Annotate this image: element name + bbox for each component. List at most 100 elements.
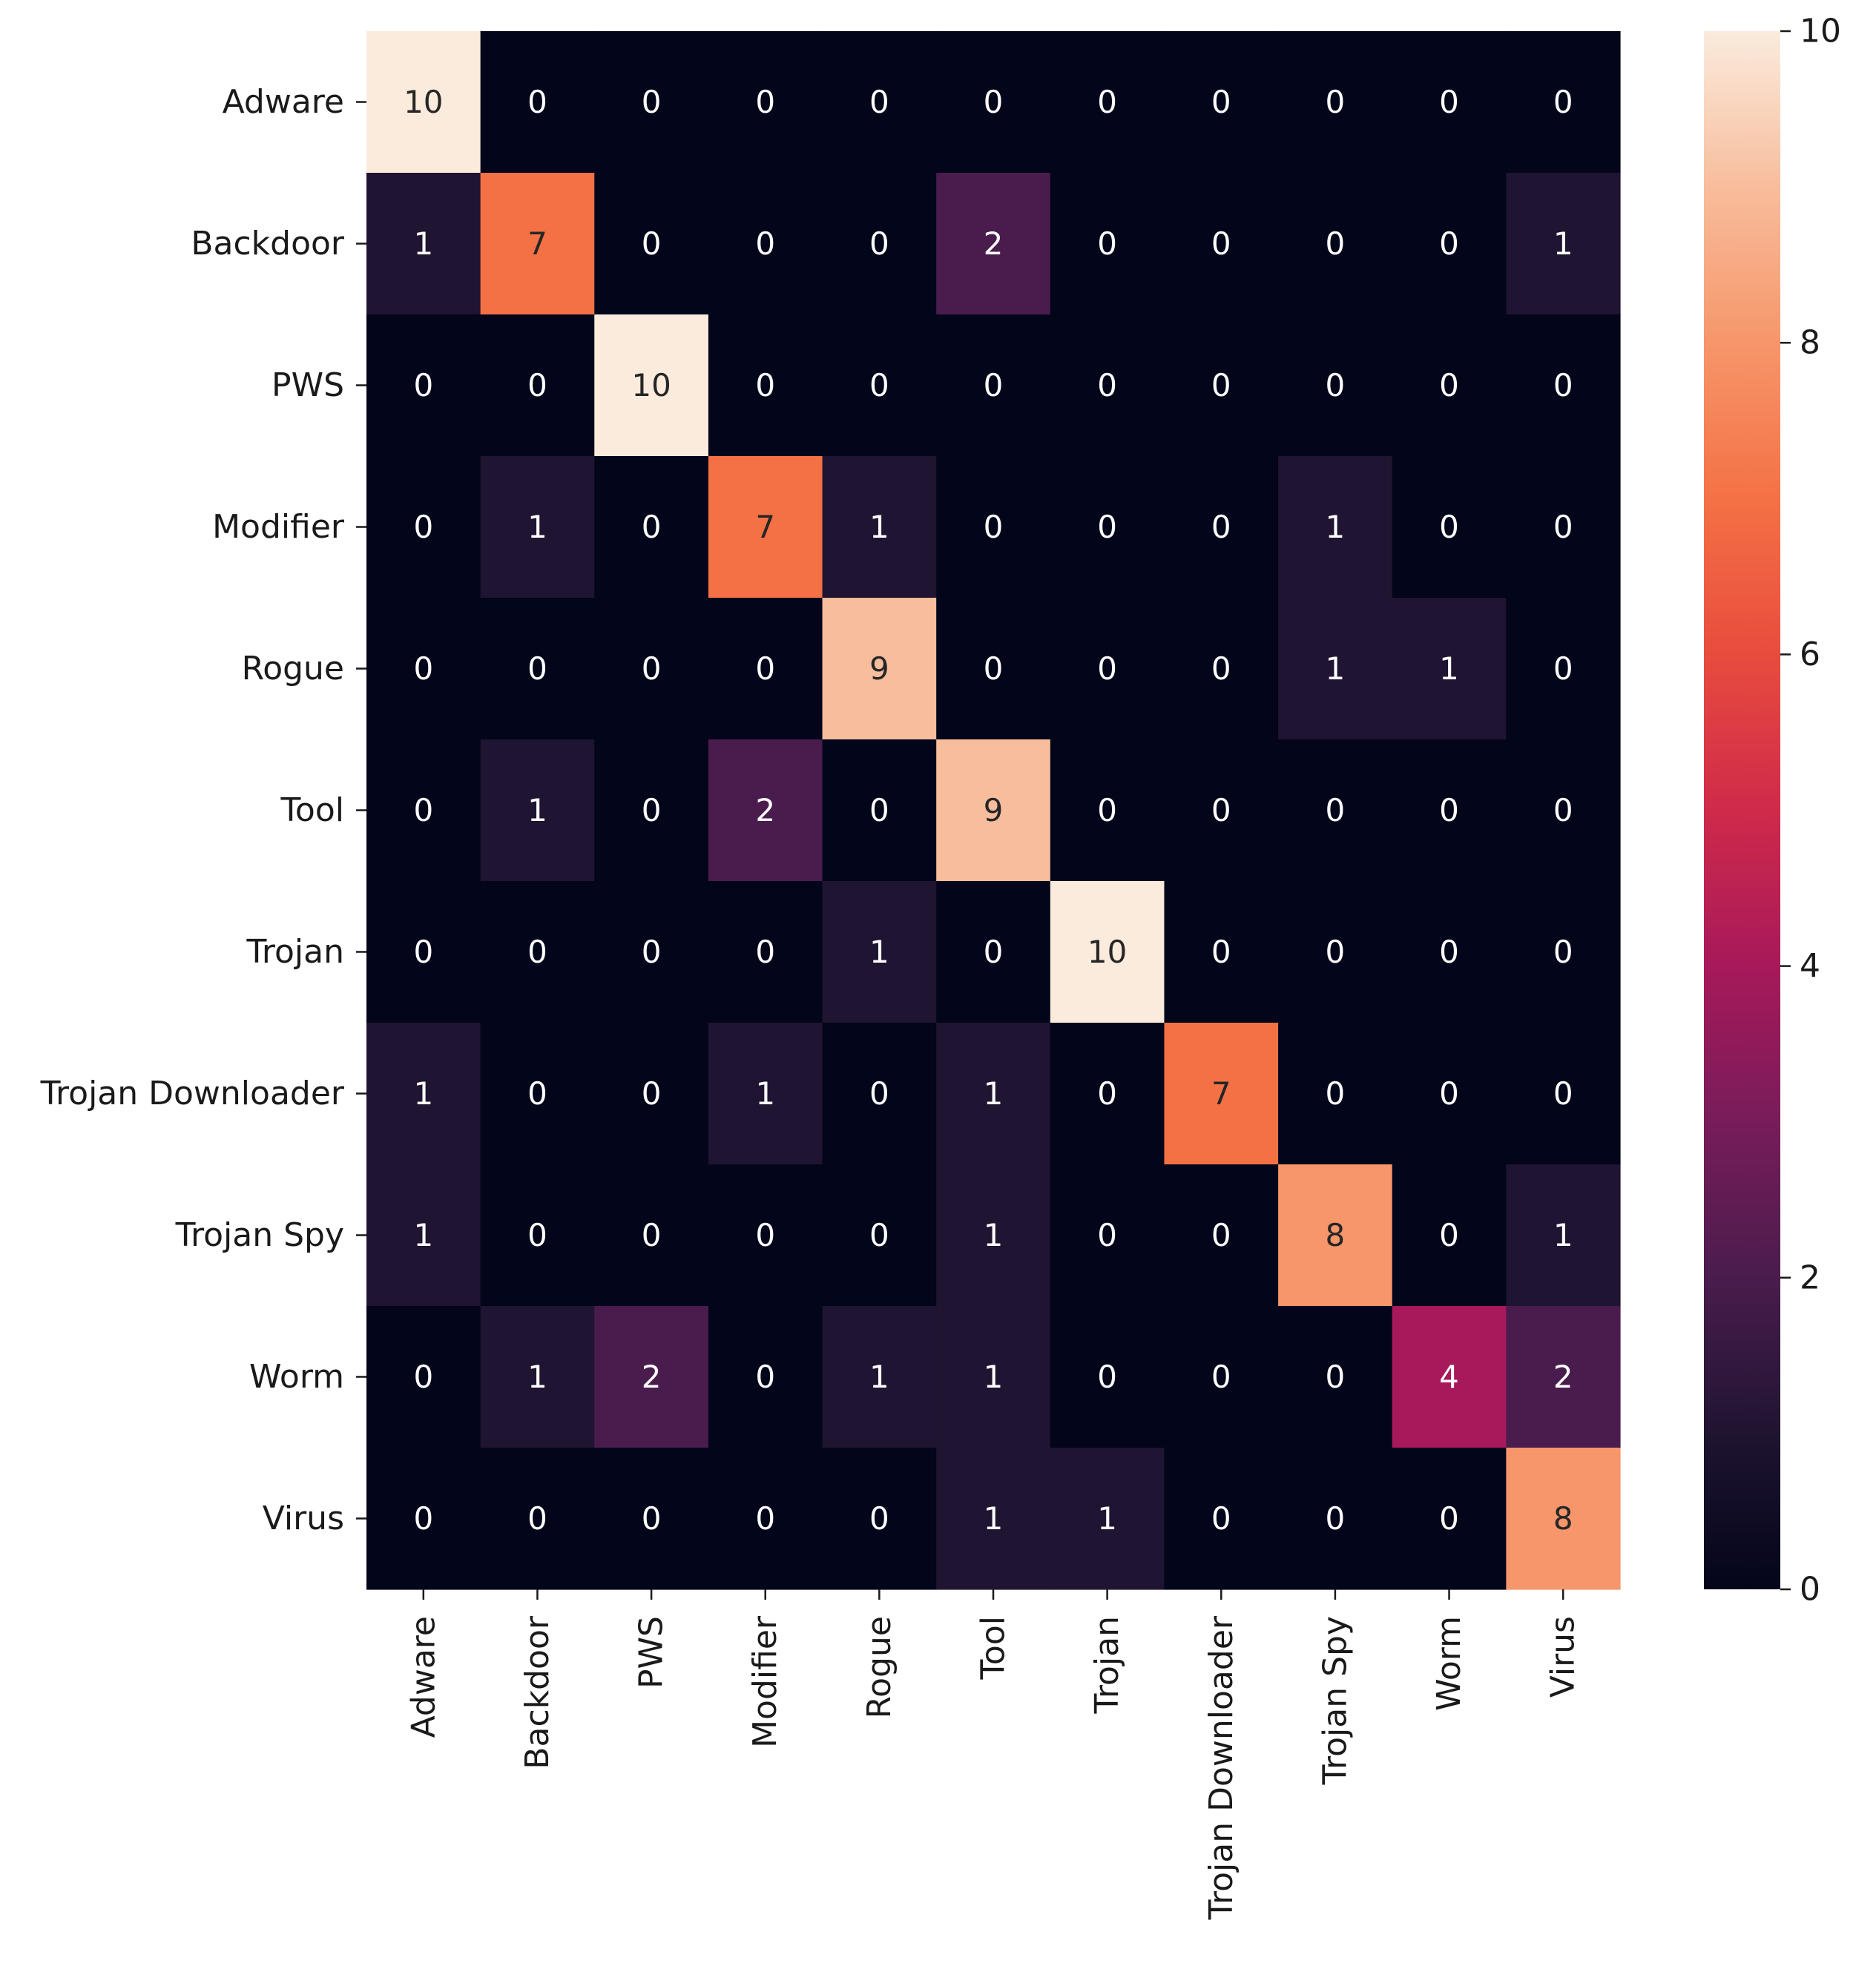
col-tick-label: Tool: [975, 1616, 1013, 1680]
cell-value-label: 1: [413, 225, 433, 262]
colorbar-tick-label: 2: [1800, 1259, 1820, 1296]
heatmap-cell: [1050, 739, 1165, 882]
cell-value-label: 0: [527, 650, 547, 687]
heatmap-cell: [1164, 173, 1279, 315]
heatmap-cell: [1050, 1164, 1165, 1307]
heatmap-cell: [594, 456, 709, 598]
cell-value-label: 0: [1439, 509, 1459, 545]
cell-value-label: 0: [755, 1359, 775, 1395]
cell-value-label: 1: [527, 509, 547, 545]
cell-value-label: 0: [1326, 1075, 1346, 1112]
heatmap-cell: [594, 739, 709, 882]
heatmap-cell: [366, 173, 481, 315]
cell-value-label: 0: [869, 367, 889, 403]
cell-value-label: 0: [1211, 84, 1231, 120]
cell-value-label: 0: [1211, 792, 1231, 828]
cell-value-label: 0: [642, 509, 662, 545]
row-tick-label: Rogue: [242, 650, 344, 687]
heatmap-cell: [1278, 173, 1393, 315]
row-tick-label: Trojan Downloader: [40, 1075, 345, 1112]
heatmap-cell: [1506, 1023, 1621, 1165]
cell-value-label: 0: [1553, 84, 1573, 120]
heatmap-cell: [822, 1306, 937, 1448]
heatmap-cell: [594, 1448, 709, 1590]
heatmap-cell: [708, 739, 823, 882]
heatmap-cell: [822, 598, 937, 740]
cell-value-label: 1: [527, 792, 547, 828]
cell-value-label: 0: [1097, 509, 1117, 545]
heatmap-cell: [1164, 1164, 1279, 1307]
heatmap-cell: [480, 1448, 595, 1590]
heatmap-cell: [822, 1164, 937, 1307]
heatmap-cell: [366, 598, 481, 740]
cell-value-label: 0: [1097, 1217, 1117, 1253]
heatmap-cell: [822, 881, 937, 1023]
heatmap-cell: [480, 1023, 595, 1165]
cell-value-label: 0: [1326, 1359, 1346, 1395]
cell-value-label: 0: [1326, 367, 1346, 403]
heatmap-cell: [1050, 31, 1165, 174]
heatmap-cell: [822, 31, 937, 174]
colorbar-tick-label: 0: [1800, 1571, 1820, 1609]
cell-value-label: 0: [755, 934, 775, 970]
cell-value-label: 1: [869, 1359, 889, 1395]
cell-value-label: 1: [984, 1359, 1004, 1395]
heatmap-cell: [366, 1448, 481, 1590]
heatmap-cell: [594, 1023, 709, 1165]
cell-value-label: 0: [1211, 225, 1231, 262]
heatmap-cell: [936, 881, 1051, 1023]
cell-value-label: 0: [527, 367, 547, 403]
cell-value-label: 0: [1097, 367, 1117, 403]
heatmap-cell: [708, 1306, 823, 1448]
cell-value-label: 0: [527, 1500, 547, 1537]
heatmap-cell: [1506, 456, 1621, 598]
heatmap-cell: [1050, 881, 1165, 1023]
heatmap-cell: [1506, 1448, 1621, 1590]
heatmap-cell: [708, 1448, 823, 1590]
cell-value-label: 0: [1211, 1359, 1231, 1395]
cell-value-label: 0: [1439, 1217, 1459, 1253]
heatmap-cell: [366, 314, 481, 457]
heatmap-cell: [1278, 31, 1393, 174]
cell-value-label: 9: [984, 792, 1004, 828]
heatmap-cell: [1050, 456, 1165, 598]
heatmap-cell: [822, 1023, 937, 1165]
heatmap-cell: [936, 598, 1051, 740]
col-tick-label: Rogue: [860, 1616, 898, 1718]
heatmap-cell: [822, 1448, 937, 1590]
heatmap-cell: [594, 1306, 709, 1448]
heatmap-cell: [708, 881, 823, 1023]
heatmap-cell: [366, 1306, 481, 1448]
cell-value-label: 0: [642, 225, 662, 262]
cell-value-label: 0: [1097, 1359, 1117, 1395]
cell-value-label: 2: [642, 1359, 662, 1395]
cell-value-label: 2: [1553, 1359, 1573, 1395]
col-tick-label: Virus: [1544, 1616, 1582, 1698]
heatmap-cell: [1506, 314, 1621, 457]
cell-value-label: 0: [1326, 934, 1346, 970]
cell-value-label: 0: [413, 792, 433, 828]
heatmap-cell: [936, 31, 1051, 174]
cell-value-label: 0: [527, 934, 547, 970]
heatmap-cell: [1278, 1164, 1393, 1307]
cell-value-label: 0: [413, 650, 433, 687]
heatmap-cell: [1164, 1306, 1279, 1448]
cell-value-label: 0: [984, 934, 1004, 970]
cell-value-label: 0: [642, 1217, 662, 1253]
heatmap-cell: [480, 881, 595, 1023]
cell-value-label: 0: [1553, 934, 1573, 970]
heatmap-cell: [708, 314, 823, 457]
heatmap-cell: [1050, 598, 1165, 740]
cell-value-label: 0: [869, 1075, 889, 1112]
heatmap-cell: [1506, 598, 1621, 740]
heatmap-cell: [594, 31, 709, 174]
cell-value-label: 10: [1087, 934, 1127, 970]
heatmap-cell: [1392, 31, 1507, 174]
heatmap-cell: [480, 314, 595, 457]
heatmap-cell: [1392, 314, 1507, 457]
cell-value-label: 0: [1097, 1075, 1117, 1112]
cell-value-label: 0: [413, 509, 433, 545]
heatmap-cell: [1164, 314, 1279, 457]
heatmap-cell: [1278, 456, 1393, 598]
heatmap-cell: [1164, 881, 1279, 1023]
